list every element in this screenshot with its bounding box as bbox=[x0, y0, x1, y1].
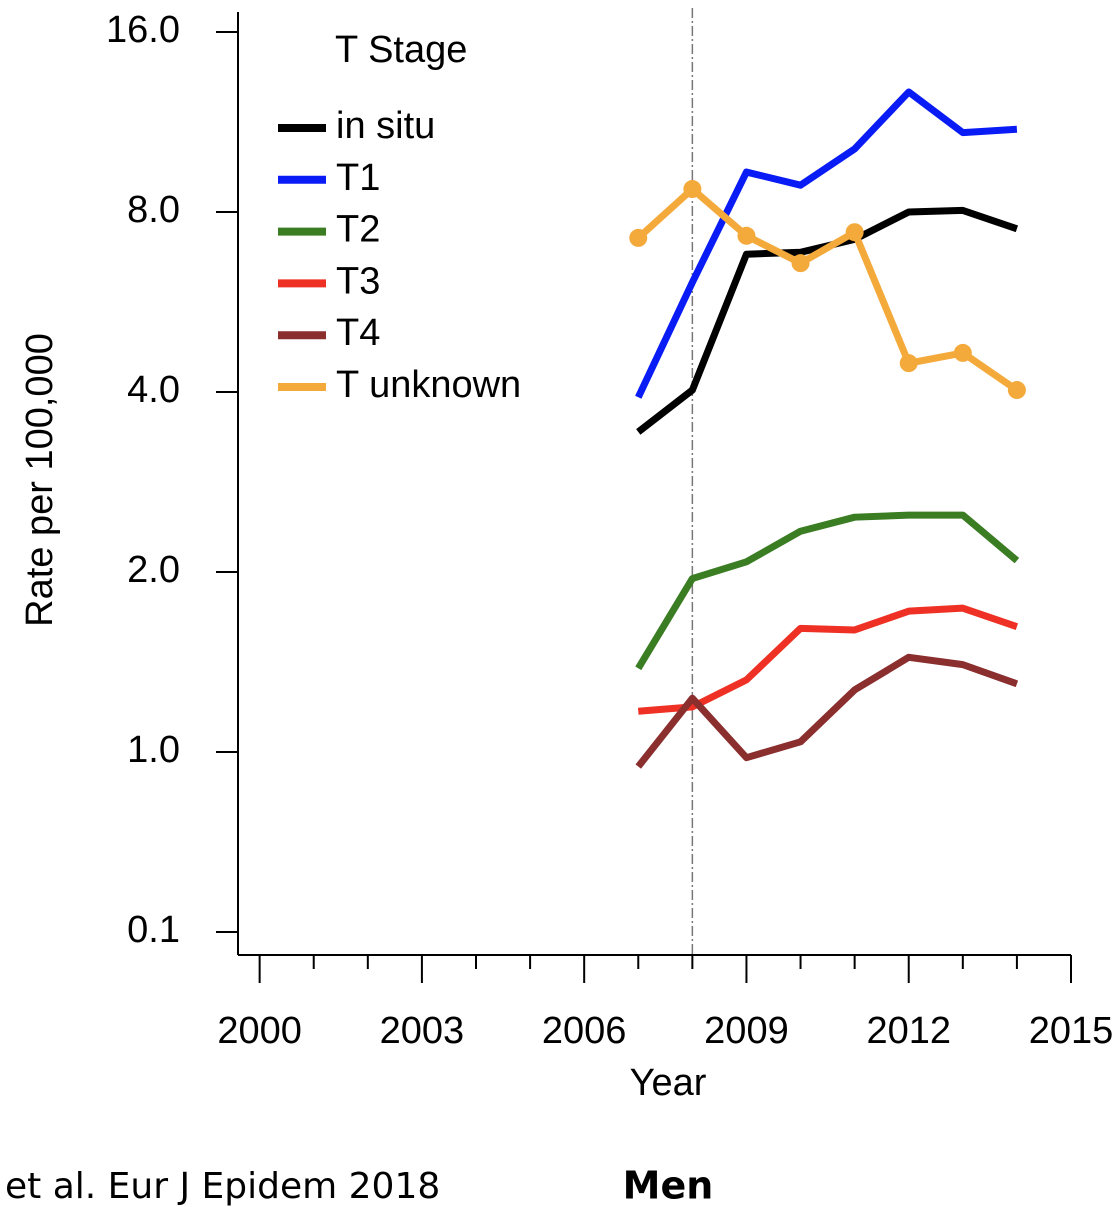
legend-label: T2 bbox=[336, 209, 380, 251]
point bbox=[1007, 381, 1026, 400]
series-line bbox=[635, 88, 1018, 399]
y-tick-label: 16.0 bbox=[106, 9, 180, 51]
y-tick-label: 1.0 bbox=[127, 729, 180, 771]
point bbox=[683, 180, 702, 199]
legend-label: T unknown bbox=[336, 364, 521, 406]
x-tick-label: 2012 bbox=[866, 1010, 951, 1052]
y-tick-label: 8.0 bbox=[127, 189, 180, 231]
panel-label: Men bbox=[623, 1164, 714, 1207]
legend-label: T3 bbox=[336, 260, 380, 302]
point bbox=[899, 354, 918, 373]
series-line bbox=[637, 604, 1019, 715]
series-line bbox=[635, 653, 1019, 769]
legend-label: T4 bbox=[336, 312, 380, 354]
point bbox=[845, 223, 864, 242]
point bbox=[737, 226, 756, 245]
legend-title: T Stage bbox=[335, 29, 467, 71]
y-tick-label: 2.0 bbox=[127, 549, 180, 591]
x-tick-label: 2003 bbox=[380, 1010, 465, 1052]
x-tick-label: 2015 bbox=[1029, 1010, 1114, 1052]
x-tick-label: 2009 bbox=[704, 1010, 789, 1052]
y-tick-label: 0.1 bbox=[127, 909, 180, 951]
y-axis-label: Rate per 100,000 bbox=[19, 333, 61, 627]
point bbox=[629, 228, 648, 247]
series-line bbox=[635, 185, 1019, 393]
series-line bbox=[636, 206, 1019, 435]
point bbox=[953, 343, 972, 362]
x-axis-label: Year bbox=[630, 1062, 707, 1104]
x-tick-label: 2006 bbox=[542, 1010, 627, 1052]
point bbox=[791, 254, 810, 273]
legend-label: T1 bbox=[336, 157, 380, 199]
series-line bbox=[635, 511, 1020, 671]
y-tick-label: 4.0 bbox=[127, 369, 180, 411]
x-tick-label: 2000 bbox=[217, 1010, 302, 1052]
legend-label: in situ bbox=[336, 105, 435, 147]
citation: et al. Eur J Epidem 2018 bbox=[5, 1166, 440, 1207]
